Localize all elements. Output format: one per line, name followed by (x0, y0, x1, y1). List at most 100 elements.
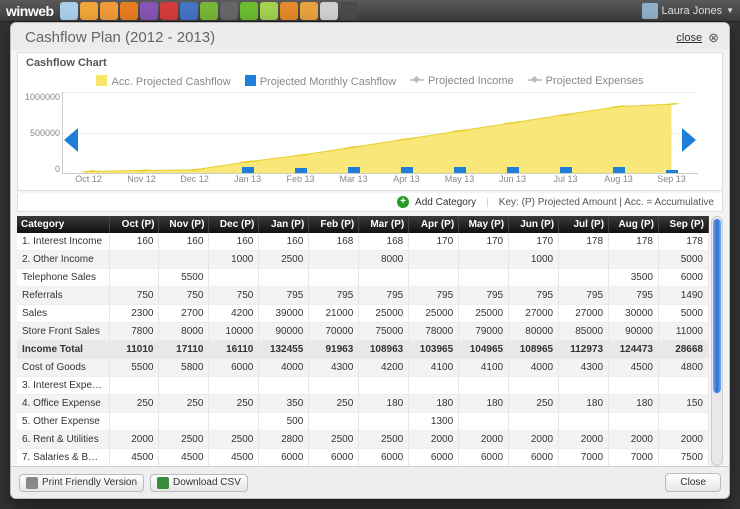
cell[interactable]: 7500 (658, 449, 708, 467)
cell[interactable]: 180 (559, 395, 609, 413)
cell[interactable]: 180 (459, 395, 509, 413)
cell[interactable]: 2500 (359, 431, 409, 449)
cell[interactable]: 21000 (309, 305, 359, 323)
cell[interactable] (259, 269, 309, 287)
cell[interactable] (209, 269, 259, 287)
cell[interactable]: 170 (459, 233, 509, 251)
cell[interactable]: 795 (259, 287, 309, 305)
cell[interactable]: 178 (658, 233, 708, 251)
cell[interactable]: 4300 (559, 359, 609, 377)
cell[interactable]: 5000 (658, 305, 708, 323)
column-header[interactable]: Feb (P) (309, 216, 359, 233)
cell[interactable]: 6000 (309, 449, 359, 467)
app-icon[interactable] (140, 2, 158, 20)
cell[interactable]: 1000 (209, 251, 259, 269)
cell[interactable]: 1300 (409, 413, 459, 431)
cell[interactable] (209, 377, 259, 395)
column-header[interactable]: May (P) (459, 216, 509, 233)
cell[interactable]: 795 (309, 287, 359, 305)
cell[interactable]: 2800 (259, 431, 309, 449)
column-header[interactable]: Sep (P) (658, 216, 708, 233)
cell[interactable]: 750 (159, 287, 209, 305)
close-icon[interactable]: ⊗ (708, 30, 719, 46)
close-button[interactable]: Close (665, 473, 721, 492)
cell[interactable] (309, 413, 359, 431)
cell[interactable] (459, 377, 509, 395)
cell[interactable]: 795 (609, 287, 659, 305)
cell[interactable]: 5500 (159, 269, 209, 287)
cell[interactable]: 80000 (509, 323, 559, 341)
cell[interactable] (409, 377, 459, 395)
cell[interactable]: 250 (209, 395, 259, 413)
download-csv-button[interactable]: Download CSV (150, 474, 248, 492)
cell[interactable]: 5500 (109, 359, 159, 377)
cell[interactable]: 750 (109, 287, 159, 305)
cell[interactable]: 108963 (359, 341, 409, 359)
column-header[interactable]: Jan (P) (259, 216, 309, 233)
cell[interactable] (609, 413, 659, 431)
cell[interactable]: 4800 (658, 359, 708, 377)
column-header[interactable]: Category (17, 216, 109, 233)
cell[interactable]: 2000 (109, 431, 159, 449)
user-menu[interactable]: Laura Jones ▼ (642, 3, 734, 19)
column-header[interactable]: Nov (P) (159, 216, 209, 233)
cell[interactable]: 178 (559, 233, 609, 251)
cell[interactable]: 168 (359, 233, 409, 251)
app-icon[interactable] (100, 2, 118, 20)
cell[interactable]: 11010 (109, 341, 159, 359)
cell[interactable] (559, 413, 609, 431)
cell[interactable]: 6000 (259, 449, 309, 467)
table-row[interactable]: 6. Rent & Utilities200025002500280025002… (17, 431, 709, 449)
cell[interactable]: 180 (409, 395, 459, 413)
cell[interactable] (658, 413, 708, 431)
cell[interactable] (459, 413, 509, 431)
cell[interactable]: 250 (309, 395, 359, 413)
table-row[interactable]: Store Front Sales78008000100009000070000… (17, 323, 709, 341)
app-icon[interactable] (200, 2, 218, 20)
table-row[interactable]: 2. Other Income10002500800010005000 (17, 251, 709, 269)
cell[interactable] (209, 413, 259, 431)
cell[interactable]: 5800 (159, 359, 209, 377)
cell[interactable]: 795 (509, 287, 559, 305)
cell[interactable]: 168 (309, 233, 359, 251)
table-row[interactable]: 4. Office Expense25025025035025018018018… (17, 395, 709, 413)
app-icon[interactable] (220, 2, 238, 20)
cell[interactable] (359, 413, 409, 431)
cell[interactable] (109, 269, 159, 287)
cell[interactable] (559, 269, 609, 287)
cell[interactable]: 25000 (459, 305, 509, 323)
app-icon[interactable] (180, 2, 198, 20)
cell[interactable]: 25000 (359, 305, 409, 323)
table-row[interactable]: 5. Other Expense5001300 (17, 413, 709, 431)
cell[interactable] (159, 377, 209, 395)
cell[interactable]: 795 (409, 287, 459, 305)
cell[interactable]: 70000 (309, 323, 359, 341)
cell[interactable]: 90000 (609, 323, 659, 341)
column-header[interactable]: Jun (P) (509, 216, 559, 233)
cell[interactable]: 160 (109, 233, 159, 251)
cell[interactable]: 4500 (159, 449, 209, 467)
cell[interactable] (159, 251, 209, 269)
column-header[interactable]: Aug (P) (609, 216, 659, 233)
cell[interactable] (658, 377, 708, 395)
cell[interactable]: 10000 (209, 323, 259, 341)
cell[interactable]: 4200 (209, 305, 259, 323)
cell[interactable]: 6000 (509, 449, 559, 467)
cell[interactable] (509, 413, 559, 431)
app-icon[interactable] (160, 2, 178, 20)
cell[interactable]: 108965 (509, 341, 559, 359)
cell[interactable]: 8000 (159, 323, 209, 341)
cell[interactable] (359, 269, 409, 287)
cell[interactable]: 30000 (609, 305, 659, 323)
cell[interactable]: 4500 (609, 359, 659, 377)
cell[interactable]: 39000 (259, 305, 309, 323)
cell[interactable]: 4100 (409, 359, 459, 377)
cell[interactable]: 28668 (658, 341, 708, 359)
cell[interactable]: 1490 (658, 287, 708, 305)
cell[interactable]: 2700 (159, 305, 209, 323)
cell[interactable]: 17110 (159, 341, 209, 359)
column-header[interactable]: Dec (P) (209, 216, 259, 233)
cell[interactable]: 4500 (109, 449, 159, 467)
column-header[interactable]: Oct (P) (109, 216, 159, 233)
cell[interactable]: 170 (409, 233, 459, 251)
